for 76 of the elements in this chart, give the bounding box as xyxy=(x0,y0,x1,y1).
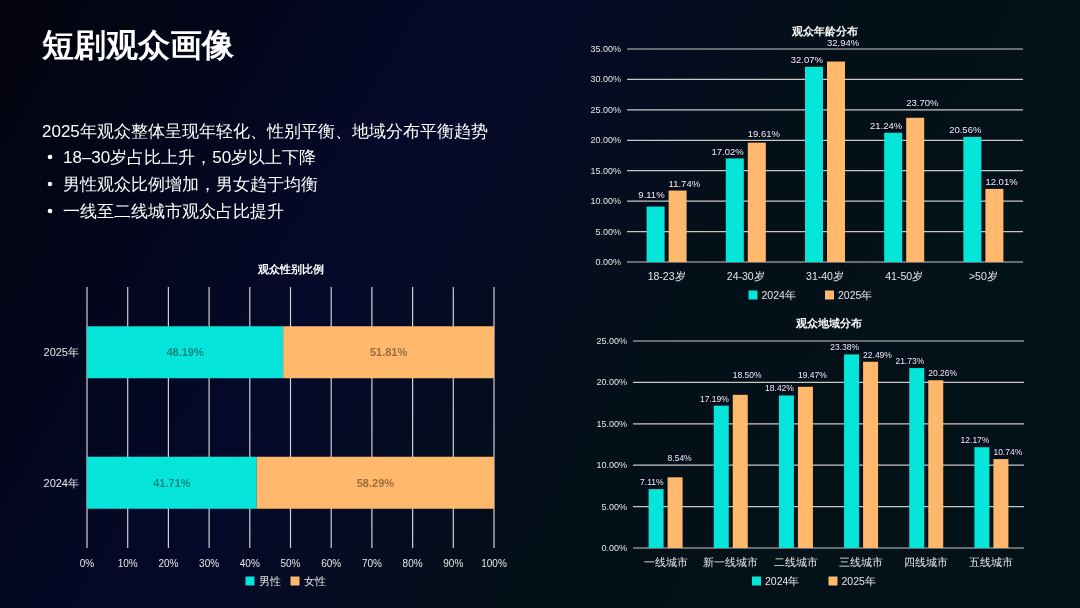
legend-label: 男性 xyxy=(258,575,281,587)
text: 短剧观众画像 xyxy=(41,27,235,63)
data-label: 58.29% xyxy=(356,476,395,489)
y-tick-label: 15.00% xyxy=(596,418,627,429)
legend-label: 2024年 xyxy=(761,289,796,301)
chart-title: 观众地域分布 xyxy=(794,317,862,329)
text: 18–30岁占比上升，50岁以上下降 xyxy=(63,147,317,167)
x-tick-label: 四线城市 xyxy=(904,556,949,568)
legend-label: 2024年 xyxy=(765,575,800,587)
data-label: 17.02% xyxy=(711,145,745,157)
x-tick-label: 五线城市 xyxy=(969,556,1014,568)
x-tick-label: 40% xyxy=(239,557,260,569)
data-label: 21.24% xyxy=(869,120,903,132)
y-tick-label: 20.00% xyxy=(590,135,621,146)
data-label: 10.74% xyxy=(993,447,1023,458)
data-label: 17.19% xyxy=(699,393,730,404)
y-tick-label: 10.00% xyxy=(590,196,621,207)
data-label: 20.56% xyxy=(949,124,982,136)
x-tick-label: 三线城市 xyxy=(839,556,884,568)
x-tick-label: 80% xyxy=(402,557,423,569)
data-label: 11.74% xyxy=(668,178,701,190)
x-tick-label: 100% xyxy=(481,557,507,569)
data-label: 7.11% xyxy=(640,477,665,488)
y-tick-label: 15.00% xyxy=(590,165,621,176)
data-label: 19.61% xyxy=(747,127,781,139)
x-tick-label: 二线城市 xyxy=(773,556,818,568)
x-tick-label: 10% xyxy=(117,557,138,569)
legend-label: 2025年 xyxy=(841,575,876,587)
x-tick-label: 30% xyxy=(199,557,220,569)
y-tick-label: 30.00% xyxy=(590,74,621,85)
data-label: 21.73% xyxy=(895,356,925,367)
y-tick-label: 10.00% xyxy=(596,460,627,471)
chart-title: 观众性别比例 xyxy=(256,263,324,275)
y-tick-label: 20.00% xyxy=(596,377,627,388)
data-label: 48.19% xyxy=(166,346,204,359)
x-tick-label: 20% xyxy=(158,557,179,569)
x-tick-label: 70% xyxy=(361,557,383,569)
y-tick-label: 0.00% xyxy=(595,257,621,267)
x-tick-label: 24-30岁 xyxy=(726,270,765,282)
x-tick-label: 90% xyxy=(443,557,464,569)
text: 一线至二线城市观众占比提升 xyxy=(63,201,284,221)
y-tick-label: 0.00% xyxy=(601,543,627,553)
x-tick-label: 新一线城市 xyxy=(703,556,759,568)
legend-label: 2025年 xyxy=(838,289,873,301)
x-tick-label: 0% xyxy=(79,557,95,569)
data-label: 12.01% xyxy=(985,176,1019,188)
data-label: 32.94% xyxy=(827,36,860,48)
data-label: 18.50% xyxy=(732,370,763,381)
x-tick-label: 50% xyxy=(280,557,301,569)
x-tick-label: 一线城市 xyxy=(643,556,688,568)
chart-title: 观众年龄分布 xyxy=(791,25,858,37)
text: 男性观众比例增加，男女趋于均衡 xyxy=(63,174,318,194)
data-label: 9.11% xyxy=(638,188,666,200)
x-tick-label: 18-23岁 xyxy=(647,270,686,282)
y-tick-label: 25.00% xyxy=(590,104,621,115)
x-tick-label: >50岁 xyxy=(968,270,998,282)
data-label: 12.17% xyxy=(960,435,990,446)
x-tick-label: 41-50岁 xyxy=(885,270,924,282)
data-label: 20.26% xyxy=(928,368,958,379)
data-label: 32.07% xyxy=(790,54,824,66)
data-label: 18.42% xyxy=(765,383,795,394)
data-label: 23.70% xyxy=(906,97,939,109)
data-label: 51.81% xyxy=(369,346,408,359)
y-tick-label: 35.00% xyxy=(590,44,621,54)
data-label: 41.71% xyxy=(153,476,191,489)
y-tick-label: 5.00% xyxy=(595,226,621,237)
y-tick-label: 25.00% xyxy=(596,336,627,346)
data-label: 23.38% xyxy=(830,342,860,353)
x-tick-label: 31-40岁 xyxy=(806,270,844,282)
data-label: 8.54% xyxy=(667,453,693,464)
x-tick-label: 60% xyxy=(321,557,342,569)
legend-label: 女性 xyxy=(303,575,326,587)
text: 2025年观众整体呈现年轻化、性别平衡、地域分布平衡趋势 xyxy=(42,121,488,141)
y-tick-label: 5.00% xyxy=(601,501,627,512)
data-label: 19.47% xyxy=(797,370,828,381)
data-label: 22.49% xyxy=(863,349,893,360)
